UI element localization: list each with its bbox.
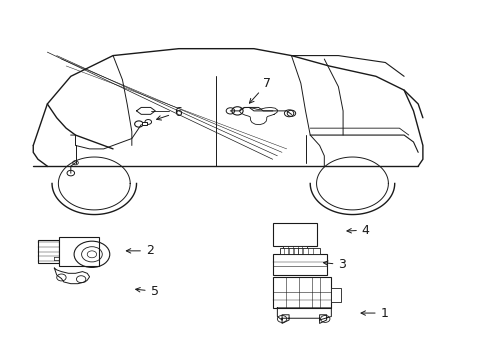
FancyBboxPatch shape [283, 246, 306, 254]
FancyBboxPatch shape [279, 248, 319, 254]
FancyBboxPatch shape [272, 277, 331, 308]
FancyBboxPatch shape [59, 237, 99, 266]
FancyBboxPatch shape [331, 288, 340, 302]
Text: 1: 1 [360, 307, 388, 320]
FancyBboxPatch shape [142, 122, 146, 125]
Text: 5: 5 [135, 285, 158, 298]
Text: 6: 6 [156, 106, 182, 120]
Text: 4: 4 [346, 224, 369, 237]
Text: 7: 7 [249, 77, 271, 103]
FancyBboxPatch shape [272, 223, 317, 246]
Text: 2: 2 [126, 244, 154, 257]
Text: 3: 3 [323, 258, 346, 271]
FancyBboxPatch shape [38, 240, 59, 263]
FancyBboxPatch shape [272, 254, 326, 275]
